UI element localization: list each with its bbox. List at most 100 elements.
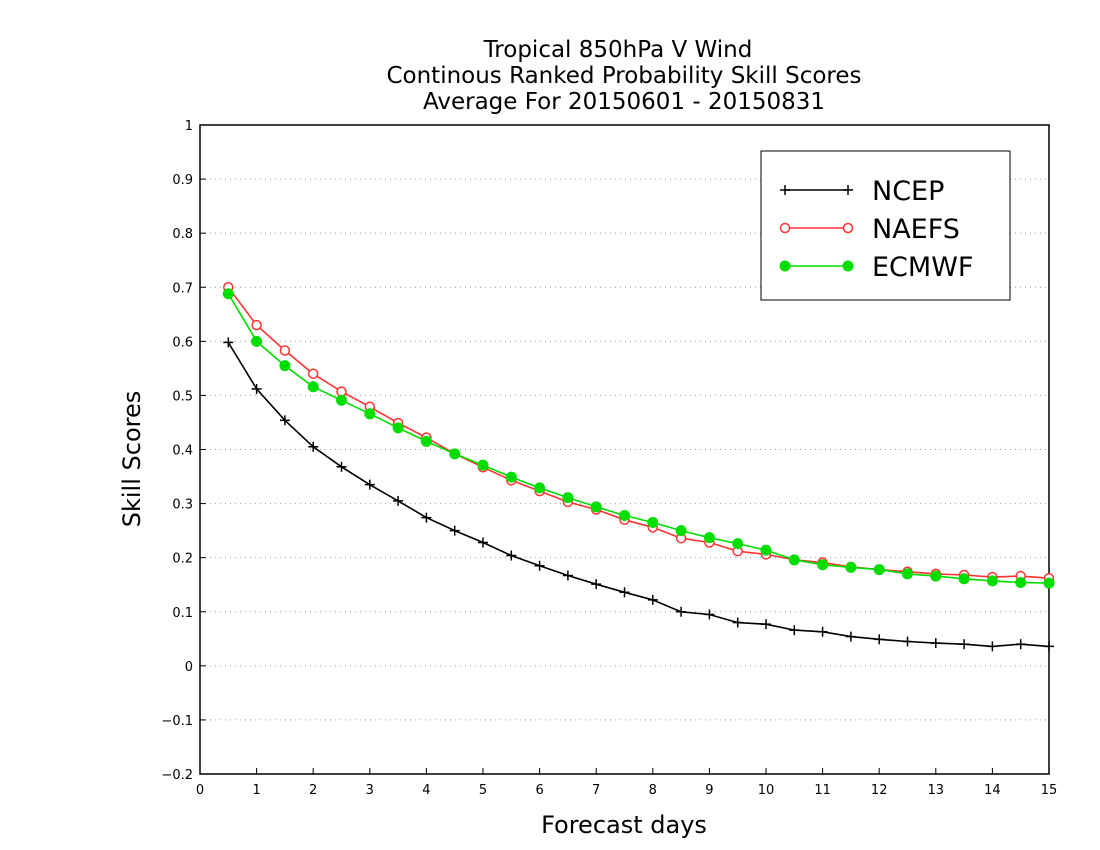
data-point bbox=[703, 532, 715, 544]
data-point bbox=[364, 479, 375, 490]
y-tick-label: 0.4 bbox=[172, 444, 193, 459]
legend-marker bbox=[779, 222, 791, 234]
data-point bbox=[675, 525, 687, 537]
data-point bbox=[676, 606, 687, 617]
data-point bbox=[449, 525, 460, 536]
data-point bbox=[477, 459, 489, 471]
data-point bbox=[874, 634, 885, 645]
series-ecmwf bbox=[222, 288, 1055, 589]
legend-item-ecmwf: ECMWF bbox=[779, 252, 973, 283]
data-point bbox=[930, 638, 941, 649]
data-point bbox=[336, 386, 347, 397]
legend-label: ECMWF bbox=[872, 252, 973, 283]
data-point bbox=[562, 570, 573, 581]
data-point bbox=[817, 626, 828, 637]
series-line bbox=[227, 341, 1050, 648]
x-tick-label: 4 bbox=[422, 783, 430, 798]
title-line-1: Tropical 850hPa V Wind bbox=[483, 37, 753, 63]
data-point bbox=[817, 559, 829, 571]
data-point bbox=[392, 422, 404, 434]
legend-box bbox=[760, 150, 1011, 301]
data-point bbox=[986, 575, 998, 587]
data-point bbox=[647, 517, 659, 529]
x-tick-label: 3 bbox=[366, 783, 374, 798]
x-tick-label: 10 bbox=[758, 783, 775, 798]
x-tick-label: 7 bbox=[592, 783, 600, 798]
y-tick-label: 0.6 bbox=[172, 335, 193, 350]
x-tick-label: 9 bbox=[705, 783, 713, 798]
data-point bbox=[845, 561, 857, 573]
data-point bbox=[1044, 641, 1054, 652]
data-point bbox=[449, 448, 461, 460]
x-tick-label: 6 bbox=[535, 783, 543, 798]
y-tick-label: 0 bbox=[185, 660, 193, 675]
x-tick-label: 0 bbox=[196, 783, 204, 798]
data-point bbox=[251, 383, 262, 394]
data-point bbox=[788, 554, 800, 566]
data-point bbox=[393, 495, 404, 506]
series-line bbox=[227, 286, 1050, 579]
data-point bbox=[251, 335, 263, 347]
data-point bbox=[222, 288, 234, 300]
legend-item-naefs: NAEFS bbox=[779, 214, 960, 245]
legend-item-ncep: NCEP bbox=[780, 176, 944, 207]
data-point bbox=[307, 368, 319, 380]
x-tick-label: 8 bbox=[649, 783, 657, 798]
data-point bbox=[336, 394, 347, 406]
legend-label: NAEFS bbox=[872, 214, 960, 245]
x-tick-label: 14 bbox=[984, 783, 1001, 798]
data-point bbox=[279, 360, 291, 372]
data-point bbox=[987, 641, 998, 652]
data-point bbox=[873, 564, 885, 576]
y-tick-label: 0.1 bbox=[172, 606, 193, 621]
data-point bbox=[619, 587, 630, 598]
data-point bbox=[959, 639, 970, 650]
legend-marker bbox=[779, 260, 791, 272]
axes bbox=[199, 124, 1050, 775]
title-line-3: Average For 20150601 - 20150831 bbox=[423, 89, 825, 115]
legend-marker bbox=[843, 185, 853, 195]
data-point bbox=[478, 537, 488, 548]
data-point bbox=[336, 461, 347, 472]
title-line-2: Continous Ranked Probability Skill Score… bbox=[386, 63, 861, 89]
data-point bbox=[506, 550, 517, 561]
data-point bbox=[534, 560, 545, 571]
data-point bbox=[420, 435, 432, 447]
y-tick-label: 0.3 bbox=[172, 498, 193, 513]
data-point bbox=[930, 570, 942, 582]
y-tick-label: 0.5 bbox=[172, 389, 193, 404]
data-point bbox=[591, 579, 602, 590]
tick-labels: −0.2−0.100.10.20.30.40.50.60.70.80.910 1 2… bbox=[161, 119, 1057, 798]
y-axis-label: Skill Scores bbox=[118, 391, 146, 528]
data-point bbox=[505, 471, 517, 483]
data-point bbox=[760, 544, 772, 556]
x-tick-label: 12 bbox=[871, 783, 888, 798]
series-naefs bbox=[223, 282, 1055, 584]
y-tick-label: 0.2 bbox=[172, 552, 193, 567]
data-point bbox=[534, 482, 546, 494]
y-tick-label: 0.8 bbox=[172, 227, 193, 242]
data-point bbox=[590, 501, 602, 513]
data-point bbox=[845, 631, 856, 642]
data-point bbox=[732, 538, 744, 550]
data-point bbox=[958, 573, 970, 585]
data-point bbox=[1043, 577, 1055, 589]
data-point bbox=[704, 609, 715, 620]
x-tick-label: 1 bbox=[252, 783, 260, 798]
legend: NCEP NAEFS ECMWF bbox=[760, 150, 1011, 301]
x-tick-label: 5 bbox=[479, 783, 487, 798]
plot-area bbox=[222, 282, 1055, 652]
data-point bbox=[308, 441, 319, 452]
data-point bbox=[1015, 577, 1027, 589]
data-point bbox=[562, 492, 574, 504]
x-tick-label: 13 bbox=[928, 783, 945, 798]
legend-marker bbox=[780, 185, 790, 195]
series-ncep bbox=[223, 337, 1054, 652]
y-tick-label: −0.2 bbox=[161, 768, 193, 783]
data-point bbox=[732, 617, 743, 628]
data-point bbox=[421, 512, 432, 523]
data-point bbox=[279, 415, 290, 426]
data-point bbox=[789, 625, 800, 636]
x-tick-label: 11 bbox=[814, 783, 831, 798]
